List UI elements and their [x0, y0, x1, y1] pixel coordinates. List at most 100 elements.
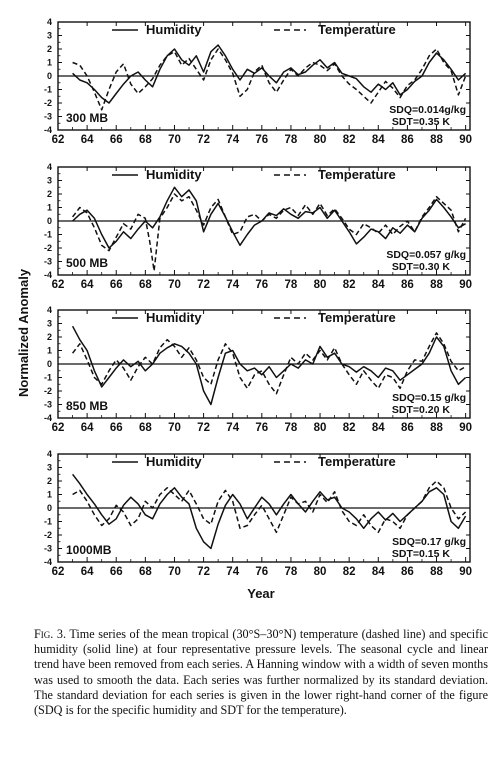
y-tick-label: 1 [47, 346, 52, 356]
sdt-annotation: SDT=0.20 K [392, 404, 450, 416]
x-tick-label: 78 [285, 279, 298, 291]
y-tick-label: -2 [44, 530, 52, 540]
x-tick-label: 70 [168, 566, 181, 578]
y-tick-label: 2 [47, 189, 52, 199]
x-tick-label: 68 [139, 279, 152, 291]
sdq-annotation: SDQ=0.17 g/kg [392, 536, 466, 548]
y-tick-label: 1 [47, 203, 52, 213]
x-tick-label: 78 [285, 566, 298, 578]
y-tick-label: -2 [44, 98, 52, 108]
x-tick-label: 72 [197, 566, 210, 578]
x-tick-label: 76 [255, 279, 268, 291]
x-tick-label: 70 [168, 279, 181, 291]
x-tick-label: 74 [226, 566, 239, 578]
temperature-series-line [72, 48, 467, 111]
x-tick-label: 82 [343, 566, 356, 578]
x-tick-label: 72 [197, 422, 210, 434]
x-tick-label: 62 [52, 279, 65, 291]
panel-3: 4 3 2 1 0 -1 -2 -3 -462 64 66 68 70 72 74 76 78 80 82 84 86 8… [44, 305, 472, 434]
y-tick-label: 4 [47, 162, 52, 172]
y-tick-label: -2 [44, 243, 52, 253]
y-tick-label: 3 [47, 463, 52, 473]
x-tick-label: 64 [81, 566, 94, 578]
x-tick-label: 90 [459, 566, 472, 578]
y-tick-label: -3 [44, 257, 52, 267]
legend-temperature-label: Temperature [318, 310, 396, 325]
x-tick-label: 72 [197, 279, 210, 291]
x-tick-label: 90 [459, 134, 472, 146]
legend-temperature-label: Temperature [318, 22, 396, 37]
y-tick-label: 1 [47, 490, 52, 500]
y-tick-label: -3 [44, 400, 52, 410]
pressure-level-label: 850 MB [66, 399, 108, 413]
x-tick-label: 80 [314, 134, 327, 146]
x-tick-label: 70 [168, 134, 181, 146]
x-tick-label: 90 [459, 279, 472, 291]
y-tick-label: 3 [47, 176, 52, 186]
y-axis-title: Normalized Anomaly [16, 268, 31, 397]
y-tick-label: -3 [44, 112, 52, 122]
x-tick-label: 86 [401, 422, 414, 434]
humidity-series-line [72, 473, 467, 550]
y-tick-label: 0 [47, 503, 52, 513]
x-tick-label: 80 [314, 422, 327, 434]
x-tick-label: 86 [401, 279, 414, 291]
sdt-annotation: SDT=0.35 K [392, 116, 450, 128]
x-tick-label: 88 [430, 566, 443, 578]
x-tick-label: 62 [52, 422, 65, 434]
y-tick-label: 2 [47, 44, 52, 54]
humidity-series-line [72, 44, 467, 104]
y-tick-label: 4 [47, 305, 52, 315]
humidity-series-line [72, 186, 466, 249]
x-tick-label: 78 [285, 134, 298, 146]
x-tick-label: 70 [168, 422, 181, 434]
x-tick-label: 74 [226, 279, 239, 291]
x-tick-label: 82 [343, 134, 356, 146]
x-tick-label: 80 [314, 279, 327, 291]
temperature-series-line [72, 480, 467, 534]
panel-4: 4 3 2 1 0 -1 -2 -3 -462 64 66 68 70 72 74 76 78 80 82 84 86 8… [44, 449, 472, 578]
pressure-level-label: 300 MB [66, 111, 108, 125]
y-tick-label: -2 [44, 386, 52, 396]
y-tick-label: -4 [44, 413, 52, 423]
y-tick-label: -4 [44, 270, 52, 280]
sdq-annotation: SDQ=0.057 g/kg [386, 249, 466, 261]
x-tick-label: 66 [110, 422, 123, 434]
y-tick-label: -4 [44, 125, 52, 135]
y-tick-label: -1 [44, 85, 52, 95]
y-tick-label: -1 [44, 230, 52, 240]
sdt-annotation: SDT=0.30 K [392, 261, 450, 273]
x-tick-label: 66 [110, 134, 123, 146]
temperature-series-line [72, 332, 466, 395]
x-tick-label: 64 [81, 279, 94, 291]
y-tick-label: 0 [47, 71, 52, 81]
x-tick-label: 64 [81, 134, 94, 146]
y-tick-label: 3 [47, 319, 52, 329]
x-tick-label: 88 [430, 279, 443, 291]
x-tick-label: 66 [110, 279, 123, 291]
x-axis-title: Year [247, 586, 274, 600]
y-tick-label: 1 [47, 58, 52, 68]
y-tick-label: 2 [47, 476, 52, 486]
x-tick-label: 62 [52, 134, 65, 146]
x-tick-label: 86 [401, 134, 414, 146]
pressure-level-label: 1000MB [66, 543, 112, 557]
y-tick-label: -1 [44, 373, 52, 383]
panel-2: 4 3 2 1 0 -1 -2 -3 -462 64 66 68 70 72 74 76 78 80 82 84 86 8… [44, 162, 472, 291]
y-tick-label: 4 [47, 449, 52, 459]
x-tick-label: 76 [255, 422, 268, 434]
y-tick-label: 0 [47, 359, 52, 369]
figure-caption: Fig. 3. Time series of the mean tropical… [34, 627, 488, 718]
pressure-level-label: 500 MB [66, 256, 108, 270]
x-tick-label: 82 [343, 422, 356, 434]
x-tick-label: 68 [139, 134, 152, 146]
x-tick-label: 68 [139, 566, 152, 578]
temperature-series-line [72, 193, 467, 272]
humidity-series-line [71, 325, 467, 406]
x-tick-label: 74 [226, 422, 239, 434]
x-tick-label: 72 [197, 134, 210, 146]
y-tick-label: 0 [47, 216, 52, 226]
sdt-annotation: SDT=0.15 K [392, 548, 450, 560]
x-tick-label: 80 [314, 566, 327, 578]
